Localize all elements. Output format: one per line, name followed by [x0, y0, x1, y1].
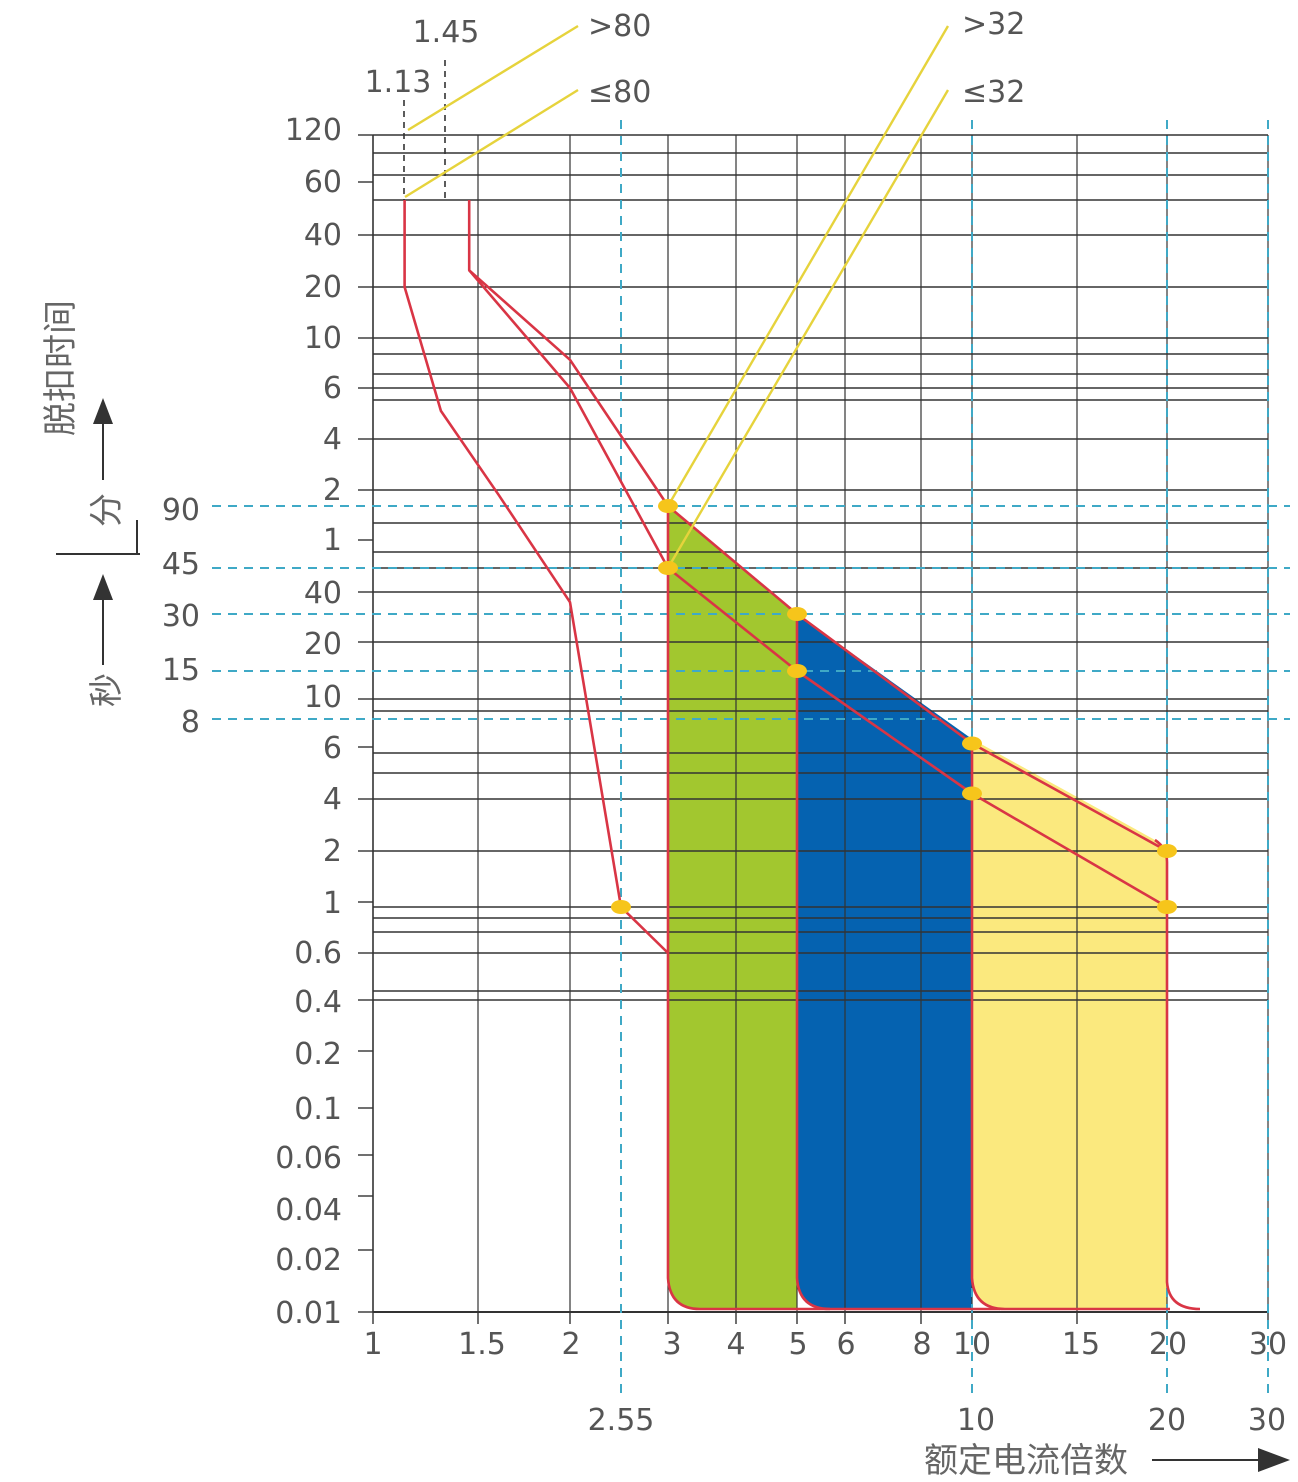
x-tick-label: 8 [912, 1327, 931, 1362]
y-tick-label-minutes: 1 [323, 523, 342, 558]
y-tick-label-reference: 90 [162, 493, 200, 528]
y-tick-label-reference: 8 [181, 705, 200, 740]
y-tick-label-seconds: 10 [304, 680, 342, 715]
y-tick-label-minutes: 6 [323, 371, 342, 406]
x-tick-label: 1.5 [458, 1327, 506, 1362]
thermal-curve-lower [468, 269, 1168, 909]
x-tick-label: 3 [662, 1327, 681, 1362]
y-tick-label-reference: 15 [162, 653, 200, 688]
y-tick-label-seconds: 4 [323, 782, 342, 817]
x-tick-label: 10 [953, 1327, 991, 1362]
x-tick-label-secondary: 10 [957, 1403, 995, 1438]
y-tick-label-minutes: 20 [304, 270, 342, 305]
y-unit-seconds: 秒 [87, 673, 127, 707]
y-tick-label-minutes: 10 [304, 321, 342, 356]
y-minutes-arrowhead [93, 398, 113, 424]
data-point-marker [962, 786, 982, 801]
y-tick-label-seconds: 0.6 [294, 936, 342, 971]
y-tick-label-seconds: 2 [323, 834, 342, 869]
y-tick-label-minutes: 2 [323, 473, 342, 508]
annotation-leader-line [666, 25, 950, 507]
y-tick-label-seconds: 40 [304, 576, 342, 611]
label-gt32: >32 [962, 7, 1025, 42]
label-1-13: 1.13 [365, 65, 432, 100]
data-point-marker [787, 664, 807, 678]
data-point-marker [1157, 844, 1177, 858]
x-tick-label: 30 [1249, 1327, 1287, 1362]
x-tick-label: 20 [1149, 1327, 1187, 1362]
y-tick-label-seconds: 20 [304, 627, 342, 662]
data-point-marker [787, 607, 807, 621]
x-tick-label-secondary: 30 [1248, 1403, 1286, 1438]
y-tick-label-minutes: 60 [304, 165, 342, 200]
annotation-leader-line [407, 24, 579, 132]
x-axis-title: 额定电流倍数 [924, 1441, 1128, 1481]
y-tick-label-seconds: 6 [323, 731, 342, 766]
data-point-marker [962, 736, 982, 751]
label-le80: ≤80 [588, 75, 651, 110]
y-tick-label-minutes: 120 [285, 113, 342, 148]
label-le32: ≤32 [962, 75, 1025, 110]
y-tick-label-seconds: 0.1 [294, 1092, 342, 1127]
x-tick-label: 1 [363, 1327, 382, 1362]
label-gt80: >80 [588, 9, 651, 44]
y-unit-minutes: 分 [87, 493, 127, 527]
y-tick-label-seconds: 0.4 [294, 985, 342, 1020]
data-point-marker [658, 561, 678, 575]
region-yellow [972, 739, 1167, 1309]
x-tick-label: 6 [836, 1327, 855, 1362]
y-tick-label-seconds: 0.04 [275, 1193, 342, 1228]
band-outline-10x [970, 739, 1170, 1311]
label-1-45: 1.45 [413, 15, 480, 50]
thermal-curve-low [403, 200, 669, 954]
y-tick-label-seconds: 0.06 [275, 1141, 342, 1176]
data-point-marker [658, 499, 678, 513]
x-tick-label: 5 [788, 1327, 807, 1362]
y-tick-label-minutes: 4 [323, 422, 342, 457]
x-axis-arrowhead [1258, 1448, 1290, 1472]
data-point-marker [1157, 900, 1177, 914]
x-tick-label-secondary: 20 [1148, 1403, 1186, 1438]
y-tick-label-seconds: 0.02 [275, 1243, 342, 1278]
x-tick-label-secondary: 2.55 [588, 1403, 655, 1438]
x-tick-label: 2 [561, 1327, 580, 1362]
y-axis-title: 脱扣时间 [41, 300, 81, 436]
annotation-leader-line [666, 89, 950, 569]
y-seconds-arrowhead [93, 574, 113, 600]
data-point-marker [611, 900, 631, 914]
y-tick-label-reference: 30 [162, 599, 200, 634]
region-blue [797, 614, 972, 1309]
y-tick-label-minutes: 40 [304, 218, 342, 253]
annotation-leader-line [404, 88, 579, 199]
x-tick-label: 15 [1062, 1327, 1100, 1362]
band-outline-5x [795, 614, 1000, 1311]
y-tick-label-seconds: 1 [323, 886, 342, 921]
y-tick-label-seconds: 0.2 [294, 1037, 342, 1072]
band-outline-3x [666, 506, 830, 1311]
y-tick-label-reference: 45 [162, 547, 200, 582]
y-tick-label-seconds: 0.01 [275, 1296, 342, 1331]
x-tick-label: 4 [726, 1327, 745, 1362]
